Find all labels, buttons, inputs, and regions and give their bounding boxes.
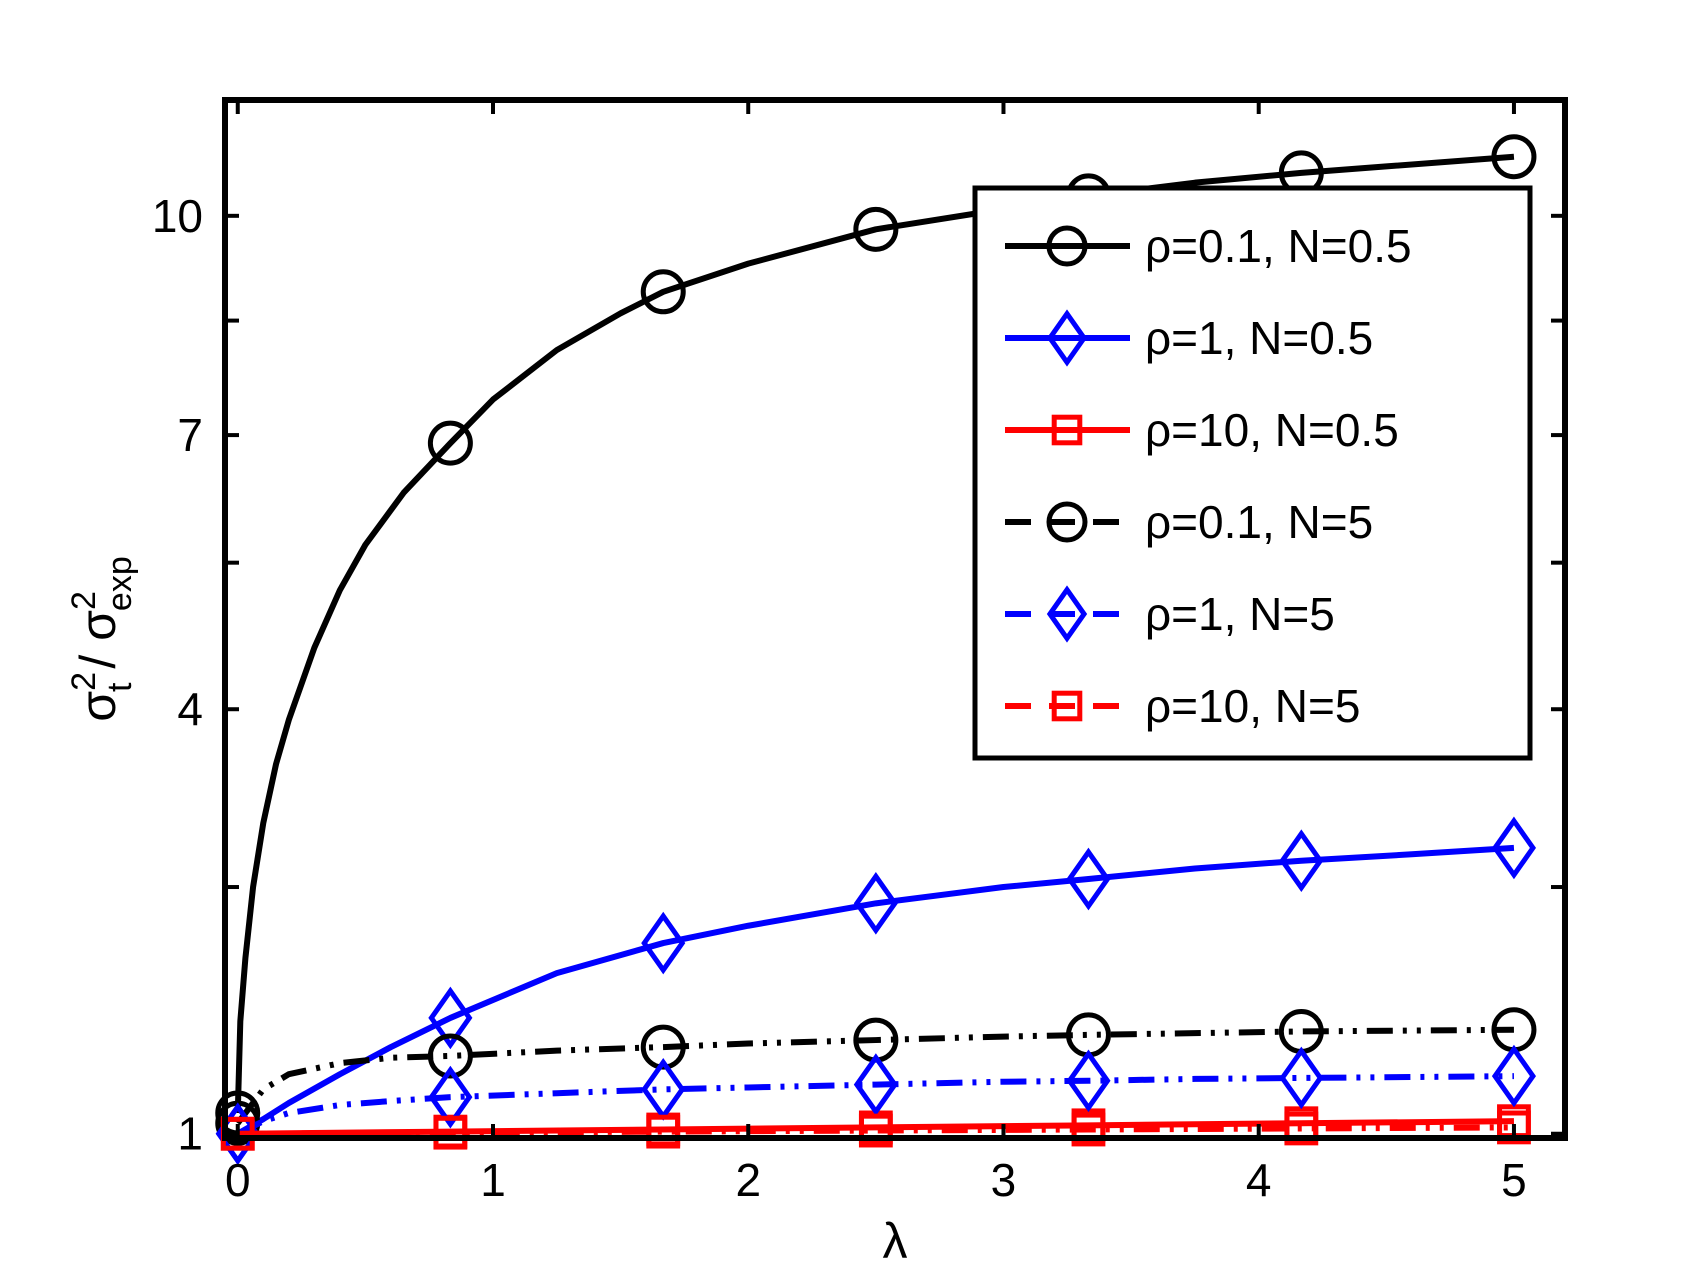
legend-swatch-marker xyxy=(1051,414,1083,446)
data-point xyxy=(853,871,898,935)
y-label-separator: / xyxy=(70,641,126,683)
data-point xyxy=(1491,134,1537,180)
y-label-sub-2: exp xyxy=(101,556,139,611)
x-tick-label: 3 xyxy=(991,1154,1017,1206)
y-label-sub-1: t xyxy=(101,682,139,692)
data-point xyxy=(428,986,473,1050)
legend-item: ρ=1, N=0.5 xyxy=(1005,309,1373,367)
y-label-sup-2: 2 xyxy=(65,591,103,610)
data-point xyxy=(1066,1049,1111,1113)
legend-swatch-marker xyxy=(1051,690,1083,722)
data-point xyxy=(1279,829,1324,893)
legend-label: ρ=0.1, N=5 xyxy=(1145,496,1373,548)
legend-swatch-marker xyxy=(1046,501,1088,543)
legend-label: ρ=10, N=0.5 xyxy=(1145,404,1399,456)
legend-item: ρ=0.1, N=5 xyxy=(1005,496,1373,548)
data-point xyxy=(640,269,686,315)
data-point xyxy=(1071,1112,1106,1147)
data-point xyxy=(858,1113,893,1148)
y-axis-label: σ2t / σ2exp xyxy=(65,556,139,722)
data-point xyxy=(427,420,473,466)
data-point xyxy=(427,1033,473,1079)
legend-item: ρ=10, N=0.5 xyxy=(1005,404,1399,456)
legend-swatch-marker xyxy=(1046,309,1088,367)
x-tick-label: 1 xyxy=(480,1154,506,1206)
data-point xyxy=(640,1024,686,1070)
data-point xyxy=(853,1053,898,1116)
data-point xyxy=(1279,1046,1324,1110)
legend-label: ρ=1, N=0.5 xyxy=(1145,312,1373,364)
series-line xyxy=(237,1118,1514,1137)
x-axis-label: λ xyxy=(883,1213,908,1269)
x-tick-label: 4 xyxy=(1246,1154,1272,1206)
series-line xyxy=(236,1073,1514,1137)
y-tick-label: 1 xyxy=(177,1108,203,1160)
y-label-sigma-2: σ xyxy=(70,610,126,641)
data-point xyxy=(646,1114,681,1149)
x-tick-label: 0 xyxy=(225,1154,251,1206)
y-tick-label: 10 xyxy=(152,190,203,242)
data-point xyxy=(641,1058,686,1121)
legend-label: ρ=10, N=5 xyxy=(1145,680,1360,732)
series-6 xyxy=(220,1110,1531,1151)
y-tick-label: 7 xyxy=(177,409,203,461)
series-line xyxy=(237,1124,1514,1137)
legend-item: ρ=10, N=5 xyxy=(1005,680,1360,732)
x-tick-label: 5 xyxy=(1501,1154,1527,1206)
data-point xyxy=(1491,1044,1537,1108)
data-point xyxy=(1065,1012,1111,1058)
series-2 xyxy=(215,816,1537,1166)
legend-item: ρ=0.1, N=0.5 xyxy=(1005,220,1412,272)
data-point xyxy=(428,1065,473,1129)
legend-label: ρ=0.1, N=0.5 xyxy=(1145,220,1412,272)
legend-item: ρ=1, N=5 xyxy=(1005,585,1335,643)
data-point xyxy=(853,206,899,252)
plot-frame xyxy=(222,97,1568,1141)
legend-box xyxy=(972,185,1533,761)
legend-swatch-marker xyxy=(1046,225,1088,267)
y-label-sup-1: 2 xyxy=(65,672,103,691)
series-line xyxy=(235,1026,1514,1126)
y-label-sigma-1: σ xyxy=(70,691,126,722)
data-point xyxy=(641,911,686,975)
legend-swatch-marker xyxy=(1046,585,1088,643)
legend-items: ρ=0.1, N=0.5 ρ=1, N=0.5 ρ=10, N=0.5 ρ=0.1, … xyxy=(1005,220,1412,732)
series-line xyxy=(236,844,1515,1137)
legend: ρ=0.1, N=0.5 ρ=1, N=0.5 ρ=10, N=0.5 ρ=0.1, … xyxy=(972,185,1533,761)
legend-label: ρ=1, N=5 xyxy=(1145,588,1335,640)
data-point xyxy=(1491,816,1537,880)
data-point xyxy=(433,1115,468,1150)
data-point xyxy=(1066,847,1111,911)
x-tick-label: 2 xyxy=(735,1154,761,1206)
data-point xyxy=(1284,1111,1319,1146)
data-point xyxy=(1497,1110,1531,1145)
y-tick-label: 4 xyxy=(177,683,203,735)
